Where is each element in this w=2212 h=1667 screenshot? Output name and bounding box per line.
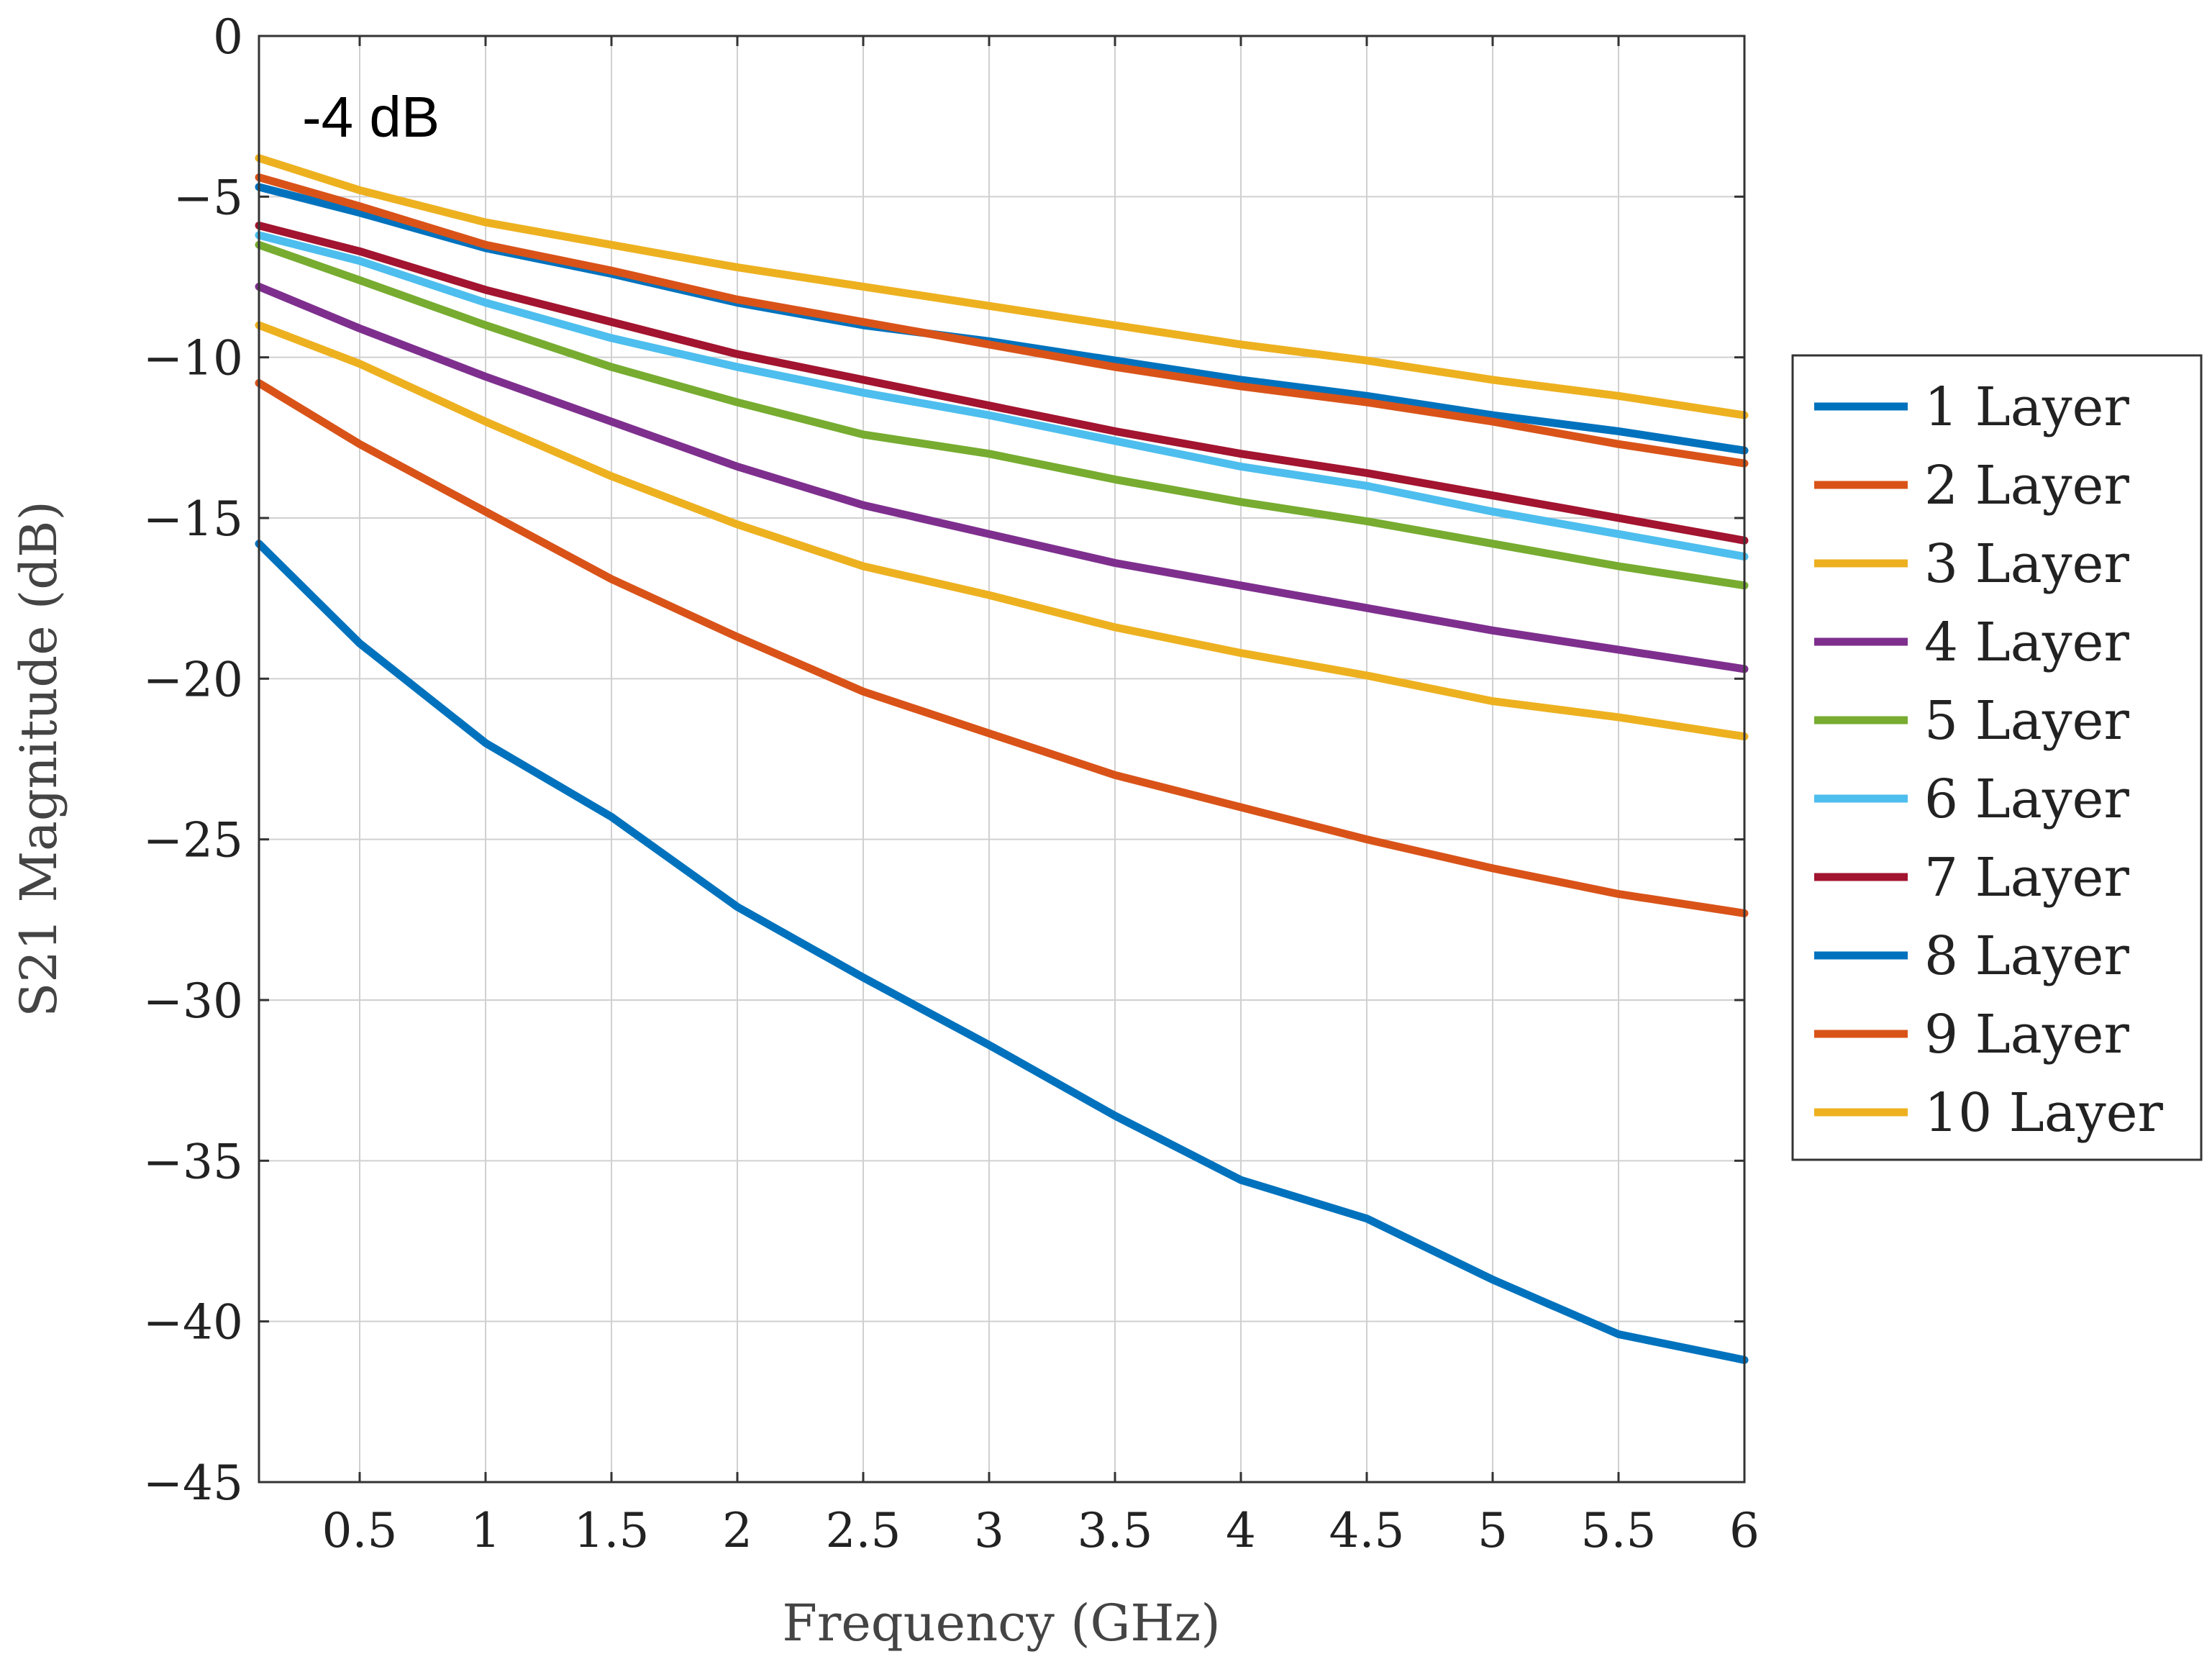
plot-frame (258, 35, 1746, 1484)
x-tick-label: 2 (722, 1503, 752, 1558)
x-tick-label: 4 (1226, 1503, 1256, 1558)
x-tick-label: 3 (974, 1503, 1004, 1558)
x-tick-label: 5 (1478, 1503, 1508, 1558)
x-tick-label: 3.5 (1078, 1503, 1153, 1558)
series-line-5 (255, 240, 1749, 590)
y-tick-label: −15 (143, 491, 243, 547)
y-tick-label: −45 (143, 1455, 243, 1511)
x-tick-label: 6 (1729, 1503, 1760, 1558)
annotation-text: -4 dB (302, 85, 440, 149)
x-axis-title: Frequency (GHz) (782, 1594, 1220, 1653)
series-line-6 (255, 231, 1749, 561)
x-axis-ticks: 0.5 1 1.5 2 2.5 3 3.5 4 4.5 5 5.5 6 (322, 36, 1760, 1558)
legend: 1 Layer 2 Layer 3 Layer 4 Layer 5 Layer 6 Lay… (1791, 354, 2203, 1161)
y-tick-label: −20 (143, 652, 243, 707)
x-tick-label: 0.5 (322, 1503, 398, 1558)
series-line-3 (255, 154, 1749, 419)
legend-label: 5 Layer (1924, 690, 2129, 752)
y-tick-label: −25 (143, 813, 243, 868)
y-tick-label: −5 (173, 170, 243, 225)
legend-label: 4 Layer (1924, 612, 2129, 673)
series-line-4 (255, 282, 1749, 673)
legend-label: 10 Layer (1924, 1082, 2164, 1144)
series-line-8 (255, 540, 1749, 1364)
legend-label: 9 Layer (1924, 1004, 2129, 1066)
y-axis-ticks: 0 −5 −10 −15 −20 −25 −30 −35 −40 −45 (143, 9, 1744, 1511)
x-tick-label: 5.5 (1581, 1503, 1657, 1558)
x-tick-label: 2.5 (826, 1503, 901, 1558)
y-tick-label: −30 (143, 973, 243, 1029)
legend-label: 1 Layer (1924, 376, 2129, 438)
y-tick-label: 0 (213, 9, 243, 65)
y-tick-label: −35 (143, 1134, 243, 1189)
legend-label: 8 Layer (1924, 925, 2129, 987)
legend-label: 3 Layer (1924, 533, 2129, 595)
x-tick-label: 1.5 (574, 1503, 650, 1558)
y-axis-title: S21 Magnitude (dB) (9, 501, 68, 1017)
legend-box (1791, 354, 2203, 1161)
y-tick-label: −10 (143, 331, 243, 386)
series-line-2 (255, 173, 1749, 468)
y-tick-label: −40 (143, 1295, 243, 1350)
legend-label: 7 Layer (1924, 847, 2129, 909)
legend-label: 2 Layer (1924, 455, 2129, 517)
series-line-9 (255, 378, 1749, 917)
series-line-10 (255, 321, 1749, 741)
legend-label: 6 Layer (1924, 768, 2129, 830)
series-line-7 (255, 222, 1749, 545)
x-tick-label: 1 (470, 1503, 501, 1558)
series-lines (255, 154, 1749, 1364)
x-tick-label: 4.5 (1329, 1503, 1405, 1558)
